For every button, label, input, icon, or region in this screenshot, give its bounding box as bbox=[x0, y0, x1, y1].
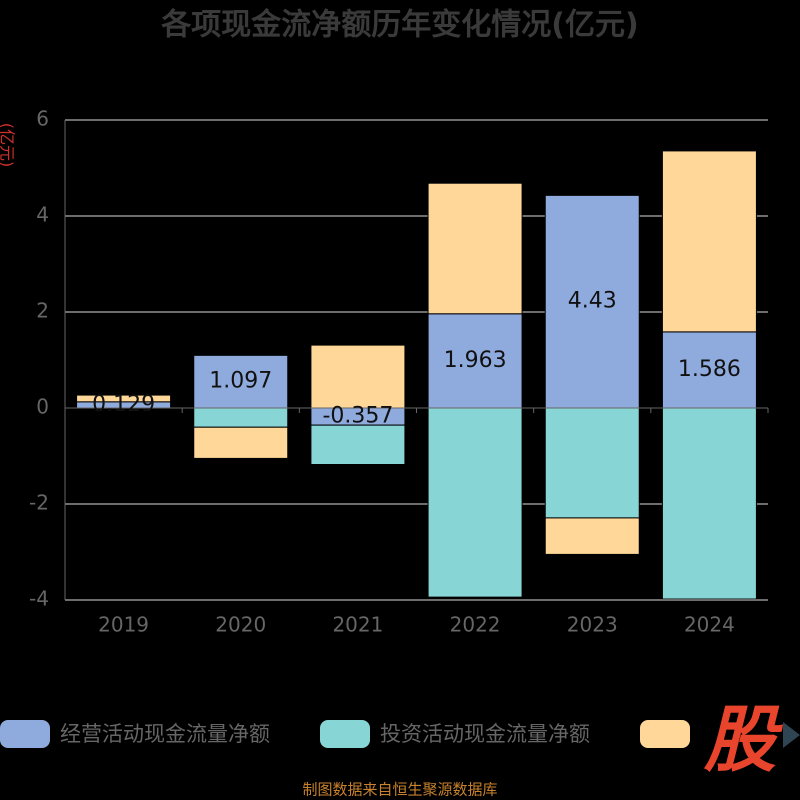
x-tick-label: 2019 bbox=[98, 613, 149, 637]
bar bbox=[427, 313, 523, 409]
bar bbox=[310, 424, 406, 465]
chart-title: 各项现金流净额历年变化情况(亿元) bbox=[160, 8, 638, 43]
data-label: 1.097 bbox=[209, 369, 272, 394]
legend-next-arrow[interactable] bbox=[783, 722, 800, 748]
legend-swatch[interactable] bbox=[0, 720, 50, 748]
y-tick-label: 0 bbox=[36, 395, 49, 419]
bar bbox=[427, 182, 523, 315]
data-label: 0.129 bbox=[92, 392, 155, 417]
bar bbox=[427, 407, 523, 598]
bar bbox=[544, 407, 640, 519]
bar bbox=[661, 407, 757, 600]
x-tick-label: 2022 bbox=[450, 613, 501, 637]
y-tick-label: 6 bbox=[36, 107, 49, 131]
bar bbox=[310, 344, 406, 409]
x-tick-label: 2023 bbox=[567, 613, 618, 637]
bar bbox=[544, 517, 640, 555]
y-tick-label: 4 bbox=[36, 203, 49, 227]
x-tick-label: 2021 bbox=[332, 613, 383, 637]
y-axis-label: (亿元) bbox=[0, 123, 17, 168]
data-label: 4.43 bbox=[568, 289, 617, 314]
y-tick-label: -2 bbox=[29, 491, 49, 515]
bar bbox=[193, 426, 289, 459]
data-label: -0.357 bbox=[322, 404, 393, 429]
bar bbox=[193, 407, 289, 428]
x-tick-label: 2020 bbox=[215, 613, 266, 637]
y-tick-label: 2 bbox=[36, 299, 49, 323]
data-label: 1.963 bbox=[444, 348, 507, 373]
bar bbox=[544, 194, 640, 409]
y-tick-label: -4 bbox=[29, 587, 49, 611]
source-note: 制图数据来自恒生聚源数据库 bbox=[302, 781, 497, 799]
legend-swatch[interactable] bbox=[320, 720, 370, 748]
legend-label: 投资活动现金流量净额 bbox=[380, 722, 590, 746]
bar bbox=[661, 150, 757, 333]
legend-label: 经营活动现金流量净额 bbox=[60, 722, 270, 746]
bar bbox=[76, 394, 172, 403]
bar bbox=[193, 354, 289, 409]
logo: 股 bbox=[703, 698, 783, 782]
legend-swatch[interactable] bbox=[640, 720, 690, 748]
bar bbox=[661, 331, 757, 409]
x-tick-label: 2024 bbox=[684, 613, 735, 637]
data-label: 1.586 bbox=[678, 357, 741, 382]
